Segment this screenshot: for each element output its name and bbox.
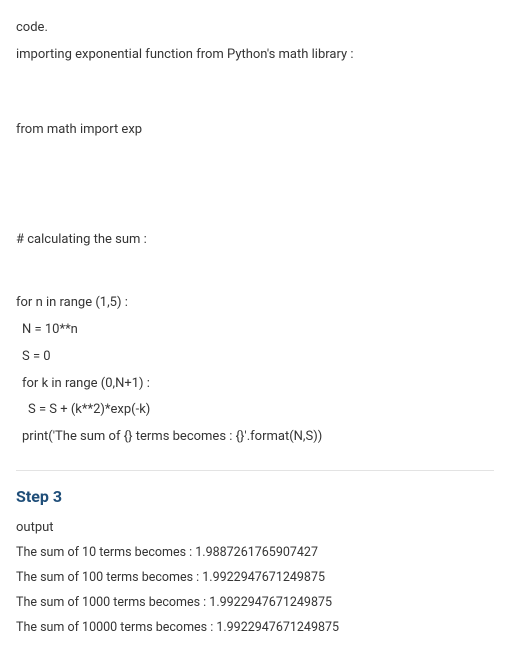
code-for-inner: for k in range (0,N+1) : (16, 374, 494, 395)
code-assign-n: N = 10**n (16, 320, 494, 341)
intro-line-importing: importing exponential function from Pyth… (16, 45, 494, 66)
code-comment: # calculating the sum : (16, 230, 494, 251)
code-sum-update: S = S + (k**2)*exp(-k) (16, 400, 494, 421)
code-for-outer: for n in range (1,5) : (16, 293, 494, 314)
spacer (16, 72, 494, 114)
code-print: print('The sum of {} terms becomes : {}'… (16, 427, 494, 448)
step-heading: Step 3 (16, 487, 494, 506)
spacer (16, 146, 494, 224)
output-result: The sum of 100 terms becomes : 1.9922947… (16, 570, 494, 585)
output-label: output (16, 520, 494, 535)
intro-line-code: code. (16, 18, 494, 39)
output-result: The sum of 1000 terms becomes : 1.992294… (16, 595, 494, 610)
output-result: The sum of 10000 terms becomes : 1.99229… (16, 620, 494, 635)
code-assign-s: S = 0 (16, 347, 494, 368)
output-result: The sum of 10 terms becomes : 1.98872617… (16, 545, 494, 560)
document-body: code. importing exponential function fro… (0, 0, 510, 663)
spacer (16, 257, 494, 287)
section-divider (16, 470, 494, 471)
code-import: from math import exp (16, 120, 494, 141)
